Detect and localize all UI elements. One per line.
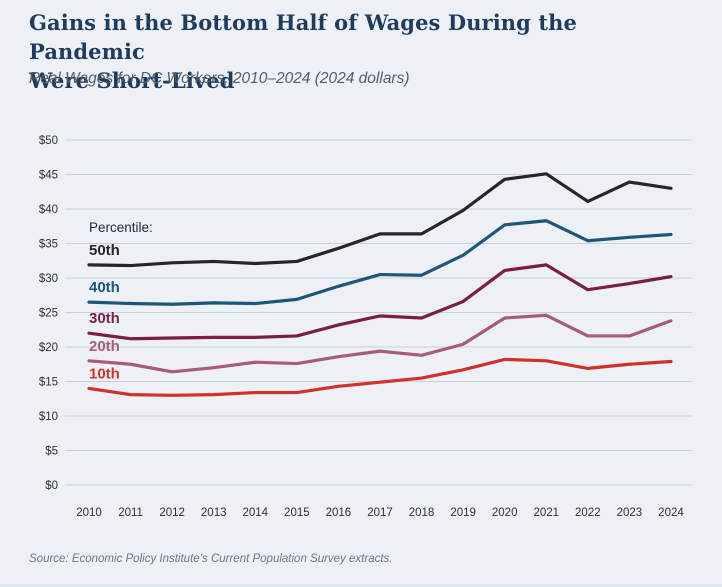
y-tick-label: $15 <box>39 377 58 389</box>
legend-label-10th: 10th <box>89 365 120 382</box>
chart-subtitle: Real Wages for DC Workers, 2010–2024 (20… <box>29 70 410 87</box>
x-tick-label: 2013 <box>201 507 227 519</box>
y-tick-label: $5 <box>45 446 58 458</box>
x-tick-label: 2018 <box>409 507 435 519</box>
series-line-50th <box>87 172 673 268</box>
series-line-20th <box>87 313 673 374</box>
y-tick-label: $25 <box>39 308 58 320</box>
x-tick-label: 2017 <box>367 507 393 519</box>
legend-label-30th: 30th <box>89 310 120 327</box>
y-tick-label: $30 <box>39 273 58 285</box>
legend-label-50th: 50th <box>89 242 120 259</box>
legend-label-40th: 40th <box>89 279 120 296</box>
series-line-10th <box>87 357 673 397</box>
footer-strip <box>0 584 722 587</box>
x-tick-label: 2022 <box>575 507 601 519</box>
page-title-line-2: Were Short-Lived <box>29 68 235 93</box>
x-tick-label: 2010 <box>76 507 102 519</box>
series-line-40th <box>87 219 673 306</box>
y-tick-label: $50 <box>39 135 58 147</box>
legend-label-20th: 20th <box>89 338 120 355</box>
x-tick-label: 2012 <box>159 507 185 519</box>
x-tick-label: 2023 <box>617 507 643 519</box>
series-line-30th <box>87 263 673 341</box>
y-tick-label: $45 <box>39 170 58 182</box>
x-tick-label: 2020 <box>492 507 518 519</box>
x-tick-label: 2011 <box>118 507 143 519</box>
y-tick-label: $0 <box>45 480 58 492</box>
x-tick-label: 2015 <box>284 507 310 519</box>
legend-title: Percentile: <box>89 220 153 235</box>
x-tick-label: 2019 <box>450 507 476 519</box>
y-tick-label: $40 <box>39 204 58 216</box>
page-title-line-1: Gains in the Bottom Half of Wages During… <box>29 10 577 64</box>
x-tick-label: 2021 <box>533 507 559 519</box>
y-tick-label: $10 <box>39 411 58 423</box>
x-tick-label: 2024 <box>658 507 684 519</box>
y-tick-label: $35 <box>39 239 58 251</box>
page-title: Gains in the Bottom Half of Wages During… <box>29 8 669 95</box>
x-tick-label: 2016 <box>326 507 352 519</box>
y-tick-label: $20 <box>39 342 58 354</box>
x-tick-label: 2014 <box>242 507 268 519</box>
source-note: Source: Economic Policy Institute’s Curr… <box>29 553 393 565</box>
